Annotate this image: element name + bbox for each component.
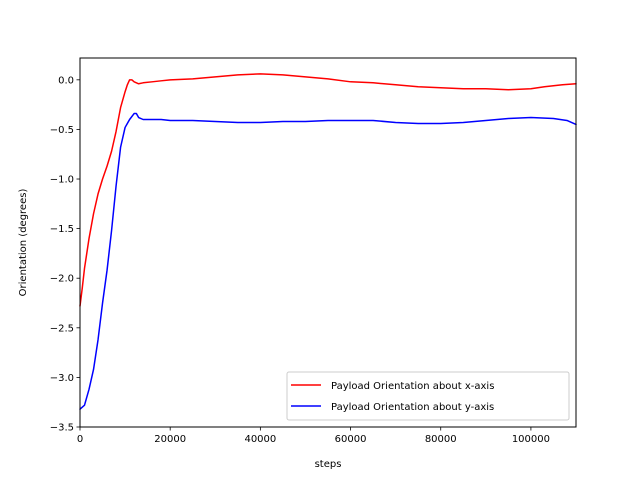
x-tick-label: 80000 bbox=[425, 434, 457, 445]
x-tick-label: 0 bbox=[77, 434, 83, 445]
x-axis-ticks: 0 20000 40000 60000 80000 100000 bbox=[77, 427, 550, 445]
x-tick-label: 40000 bbox=[244, 434, 276, 445]
series-line-1 bbox=[79, 112, 577, 410]
y-tick-label: −3.5 bbox=[50, 423, 74, 434]
y-tick-label: −2.5 bbox=[50, 323, 74, 334]
x-tick-label: 20000 bbox=[154, 434, 186, 445]
x-tick-label: 60000 bbox=[335, 434, 367, 445]
y-tick-label: −1.5 bbox=[50, 224, 74, 235]
y-tick-label: −0.5 bbox=[50, 125, 74, 136]
legend: Payload Orientation about x-axis Payload… bbox=[286, 371, 570, 421]
series-line-0 bbox=[79, 73, 577, 307]
plot-lines bbox=[79, 73, 577, 410]
y-tick-label: −1.0 bbox=[50, 175, 74, 186]
x-axis-label: steps bbox=[315, 459, 342, 470]
y-tick-label: −3.0 bbox=[50, 373, 74, 384]
x-tick-label: 100000 bbox=[512, 434, 550, 445]
legend-box bbox=[286, 371, 570, 421]
plot-area-frame bbox=[79, 57, 577, 428]
legend-label-x-axis: Payload Orientation about x-axis bbox=[331, 381, 494, 392]
y-tick-label: −2.0 bbox=[50, 274, 74, 285]
y-axis-ticks: −3.5 −3.0 −2.5 −2.0 −1.5 −1.0 −0.5 0.0 bbox=[50, 75, 80, 434]
legend-label-y-axis: Payload Orientation about y-axis bbox=[331, 402, 494, 413]
y-tick-label: 0.0 bbox=[58, 75, 74, 86]
y-axis-label: Orientation (degrees) bbox=[18, 189, 29, 297]
